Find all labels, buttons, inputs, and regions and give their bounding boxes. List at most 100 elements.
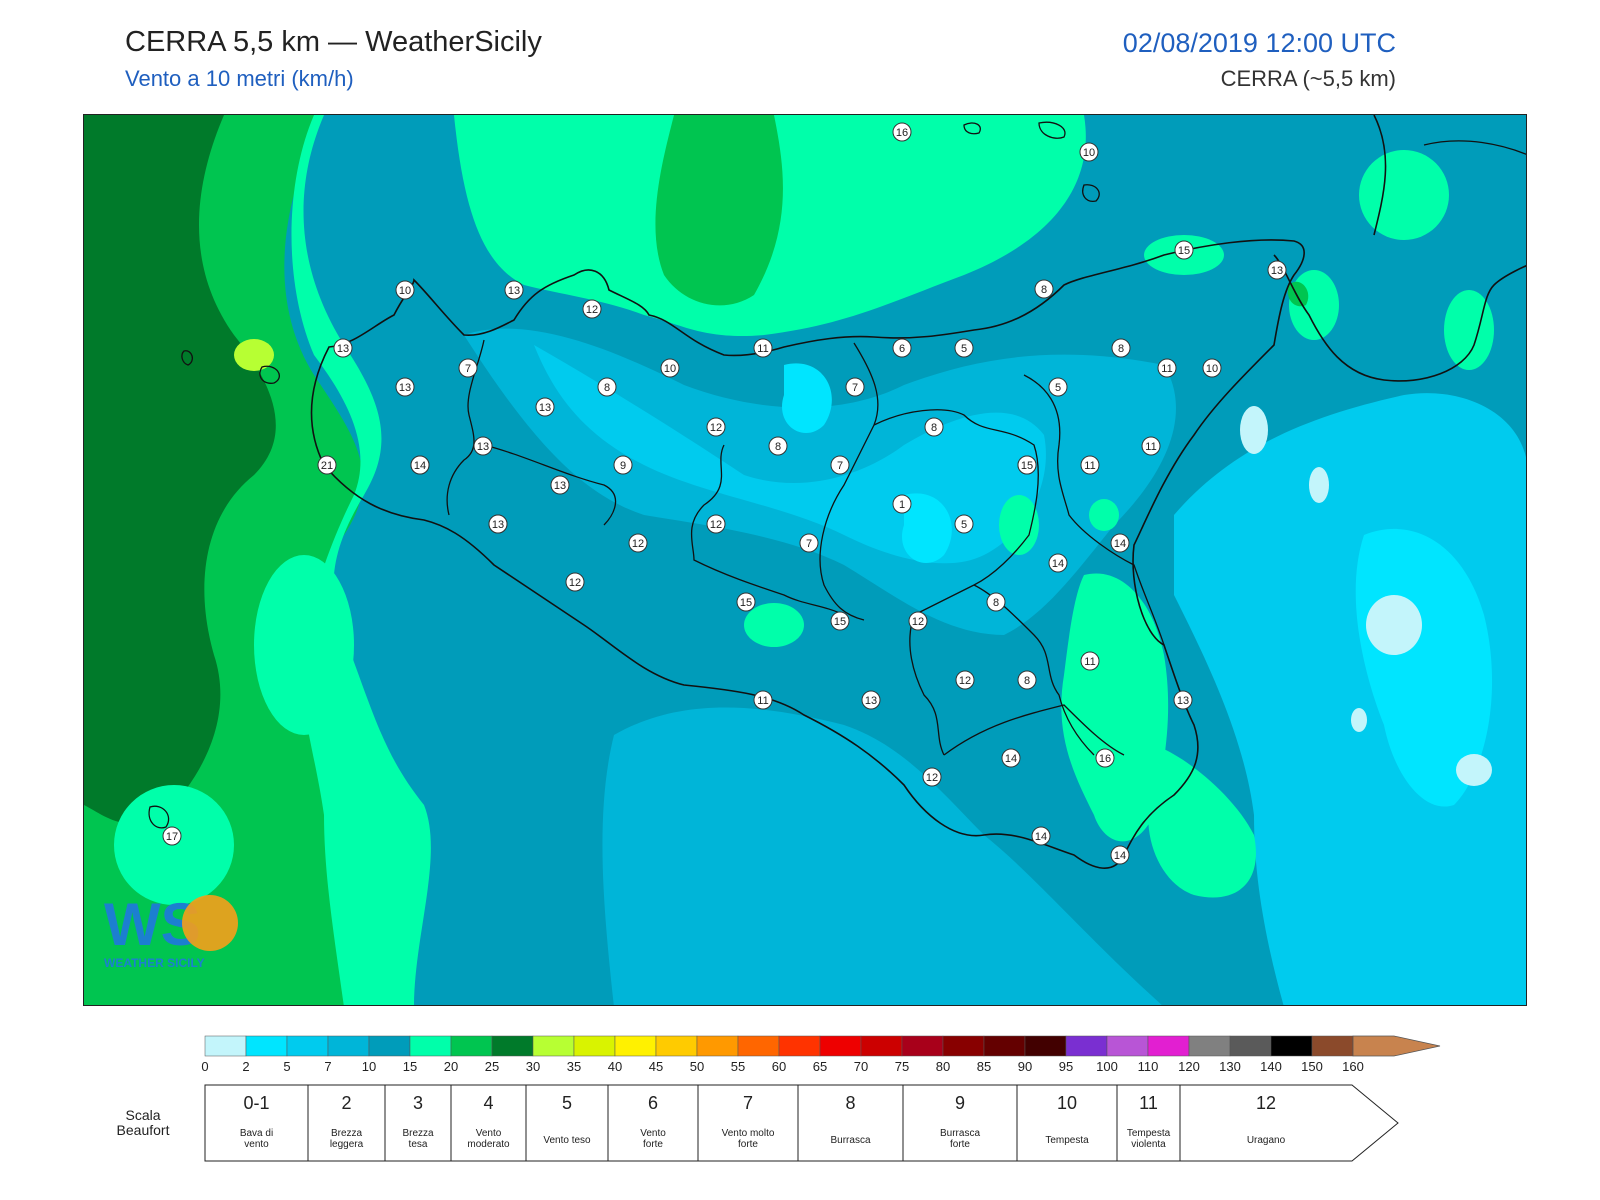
beaufort-description: Tempesta [1127, 1128, 1171, 1139]
station-value: 11 [1145, 441, 1156, 453]
station-marker: 13 [473, 436, 493, 456]
station-value: 8 [1118, 343, 1124, 355]
station-value: 11 [1084, 656, 1095, 668]
station-marker: 13 [395, 377, 415, 397]
colorbar-segment [368, 1035, 411, 1057]
colorbar-tick-label: 80 [936, 1059, 950, 1074]
map-subtitle: Vento a 10 metri (km/h) [125, 66, 354, 91]
colorbar-segment [1065, 1035, 1108, 1057]
station-value: 14 [414, 460, 426, 472]
colorbar-segment [860, 1035, 903, 1057]
station-value: 13 [539, 402, 551, 414]
beaufort-description: forte [950, 1139, 970, 1150]
station-value: 8 [1024, 675, 1030, 687]
station-value: 8 [1041, 284, 1047, 296]
wind-colorbar [204, 1035, 1441, 1057]
station-value: 10 [664, 363, 676, 375]
station-marker: 12 [922, 767, 942, 787]
colorbar-tick-label: 75 [895, 1059, 909, 1074]
colorbar-tick-label: 45 [649, 1059, 663, 1074]
station-value: 12 [569, 577, 581, 589]
station-marker: 8 [597, 377, 617, 397]
station-marker: 13 [535, 397, 555, 417]
beaufort-label-line1: Scala [125, 1107, 160, 1123]
beaufort-number: 9 [955, 1093, 965, 1113]
station-value: 5 [1055, 382, 1061, 394]
station-value: 14 [1114, 850, 1126, 862]
beaufort-description: leggera [330, 1139, 364, 1150]
station-marker: 12 [582, 299, 602, 319]
colorbar-segment [532, 1035, 575, 1057]
colorbar-tick-label: 25 [485, 1059, 499, 1074]
beaufort-number: 11 [1139, 1093, 1158, 1113]
colorbar-tick-label: 150 [1301, 1059, 1323, 1074]
beaufort-description: Bava di [240, 1128, 273, 1139]
station-value: 15 [740, 597, 752, 609]
weathersicily-logo: WS WEATHER SICILY [98, 883, 248, 973]
station-value: 15 [1021, 460, 1033, 472]
station-value: 14 [1005, 753, 1017, 765]
station-value: 11 [1161, 363, 1172, 375]
station-marker: 12 [628, 533, 648, 553]
colorbar-tick-label: 85 [977, 1059, 991, 1074]
station-value: 12 [959, 675, 971, 687]
station-marker: 14 [1110, 845, 1130, 865]
beaufort-number: 10 [1057, 1093, 1077, 1113]
station-marker: 15 [1017, 455, 1037, 475]
station-marker: 21 [317, 455, 337, 475]
station-value: 21 [321, 460, 333, 472]
station-value: 13 [1177, 695, 1189, 707]
colorbar-tick-label: 60 [772, 1059, 786, 1074]
station-marker: 8 [986, 592, 1006, 612]
colorbar-segment [942, 1035, 985, 1057]
colorbar-tick-label: 160 [1342, 1059, 1364, 1074]
station-marker: 8 [1034, 279, 1054, 299]
station-value: 12 [710, 519, 722, 531]
station-value: 10 [399, 285, 411, 297]
station-value: 11 [757, 695, 768, 707]
beaufort-number: 7 [743, 1093, 753, 1113]
colorbar-segment [1311, 1035, 1354, 1057]
beaufort-description: vento [244, 1139, 269, 1150]
beaufort-description: Burrasca [940, 1128, 980, 1139]
colorbar-segment [286, 1035, 329, 1057]
station-marker: 10 [660, 358, 680, 378]
map-title: CERRA 5,5 km — WeatherSicily [125, 26, 542, 58]
colorbar-segment [1024, 1035, 1067, 1057]
colorbar-tick-label: 35 [567, 1059, 581, 1074]
colorbar-tick-label: 10 [362, 1059, 376, 1074]
station-value: 11 [757, 343, 768, 355]
colorbar-segment [573, 1035, 616, 1057]
colorbar-segment [409, 1035, 452, 1057]
colorbar-segment [245, 1035, 288, 1057]
colorbar-tick-label: 95 [1059, 1059, 1073, 1074]
colorbar-segment [901, 1035, 944, 1057]
station-value: 13 [492, 519, 504, 531]
colorbar-tick-label: 40 [608, 1059, 622, 1074]
station-marker: 10 [1202, 358, 1222, 378]
colorbar-tick-label: 130 [1219, 1059, 1241, 1074]
colorbar-tick-label: 100 [1096, 1059, 1118, 1074]
beaufort-description: Brezza [331, 1128, 363, 1139]
sicily-coastline [310, 239, 1305, 869]
station-value: 16 [1099, 753, 1111, 765]
station-marker: 7 [799, 533, 819, 553]
colorbar-segment [1106, 1035, 1149, 1057]
station-value: 10 [1083, 147, 1095, 159]
station-marker: 12 [565, 572, 585, 592]
station-marker: 5 [1048, 377, 1068, 397]
colorbar-tick-label: 30 [526, 1059, 540, 1074]
beaufort-description: forte [738, 1139, 758, 1150]
station-value: 12 [586, 304, 598, 316]
station-value: 7 [837, 460, 843, 472]
beaufort-description: violenta [1131, 1139, 1166, 1150]
station-value: 17 [166, 831, 178, 843]
station-value: 15 [834, 616, 846, 628]
station-value: 8 [993, 597, 999, 609]
station-marker: 16 [892, 122, 912, 142]
station-marker: 13 [1173, 690, 1193, 710]
